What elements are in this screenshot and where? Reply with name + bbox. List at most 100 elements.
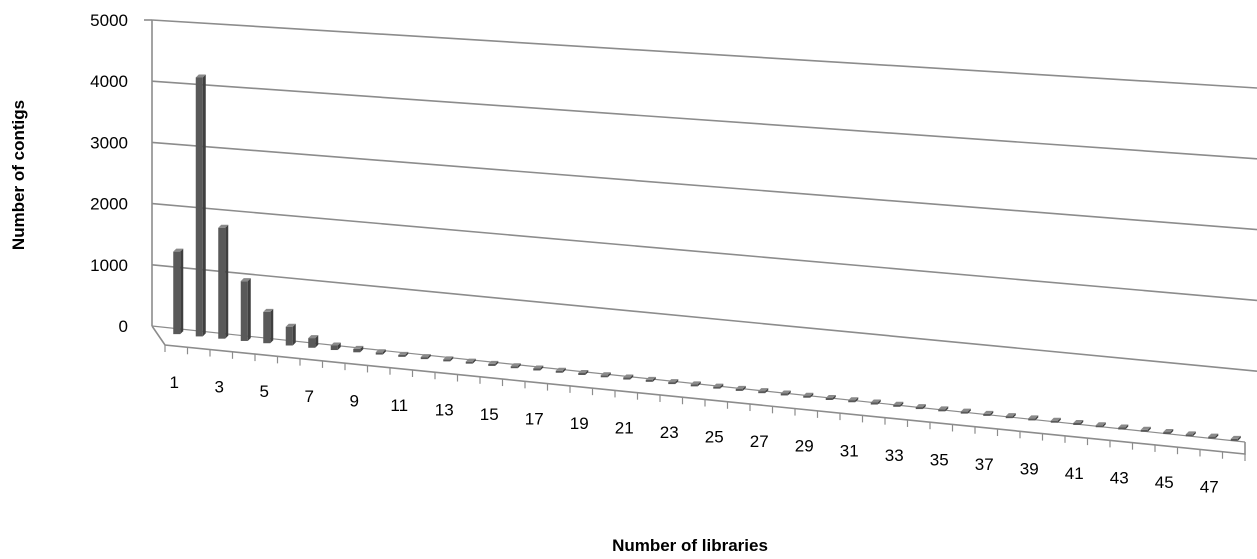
bar-side xyxy=(337,342,341,351)
bar-top xyxy=(240,278,251,282)
bar xyxy=(713,383,724,389)
x-tick-label: 7 xyxy=(305,387,314,406)
bar-top xyxy=(735,385,746,389)
bar-front xyxy=(600,375,608,378)
bar-top xyxy=(1028,415,1039,419)
bar-side xyxy=(945,406,949,412)
bar-top xyxy=(668,379,679,383)
y-axis-title: Number of contigs xyxy=(9,100,28,250)
x-tick-label: 13 xyxy=(435,400,454,419)
bar xyxy=(1185,431,1196,437)
bar-front xyxy=(218,227,226,339)
bar-front xyxy=(870,402,878,405)
bar-front xyxy=(1095,425,1103,428)
bar-side xyxy=(517,363,521,369)
bar xyxy=(308,335,319,348)
bar-top xyxy=(803,392,814,396)
gridline xyxy=(151,141,1257,231)
y-tick-label: 0 xyxy=(119,317,128,336)
bar-side xyxy=(450,356,454,362)
gridline xyxy=(151,202,1257,302)
x-tick-label: 17 xyxy=(525,409,544,428)
x-tick-label: 27 xyxy=(750,432,769,451)
bar-top xyxy=(713,383,724,387)
bar-front xyxy=(1118,427,1126,430)
bar xyxy=(803,392,814,398)
bar xyxy=(195,74,206,337)
bar-top xyxy=(1005,413,1016,417)
bar-front xyxy=(1163,432,1171,435)
bar-side xyxy=(742,385,746,391)
bar-side xyxy=(270,308,274,344)
bar xyxy=(218,224,229,339)
bar-top xyxy=(848,397,859,401)
bar-front xyxy=(353,348,361,353)
x-tick-label: 47 xyxy=(1200,478,1219,497)
bar-front xyxy=(1208,436,1216,439)
bar-top xyxy=(600,372,611,376)
x-tick-label: 25 xyxy=(705,428,724,447)
bar-front xyxy=(1140,429,1148,432)
bar xyxy=(578,370,589,376)
bar-side xyxy=(585,370,589,376)
bar-top xyxy=(1095,422,1106,426)
bar-front xyxy=(308,338,316,348)
bar-side xyxy=(247,278,251,341)
bar xyxy=(240,278,251,341)
bar-side xyxy=(832,394,836,400)
bar-top xyxy=(1163,429,1174,433)
bar-side xyxy=(1080,419,1084,425)
bar xyxy=(555,367,566,373)
bar xyxy=(623,374,634,380)
bar-top xyxy=(285,323,296,327)
bar-front xyxy=(263,311,271,344)
bar-front xyxy=(623,377,631,380)
bar-front xyxy=(960,411,968,414)
bar xyxy=(600,372,611,378)
bar xyxy=(465,358,476,364)
bar-top xyxy=(758,388,769,392)
x-tick-label: 29 xyxy=(795,437,814,456)
bar xyxy=(330,342,341,351)
bar xyxy=(173,248,184,335)
gridline xyxy=(151,264,1257,372)
bar-front xyxy=(1028,418,1036,421)
bar-front xyxy=(555,370,563,373)
bar-side xyxy=(990,410,994,416)
bar-side xyxy=(1215,433,1219,439)
bar-front xyxy=(803,395,811,398)
bar xyxy=(533,365,544,371)
bar-side xyxy=(855,397,859,403)
bar-top xyxy=(173,248,184,252)
bar-side xyxy=(1057,417,1061,423)
bar xyxy=(645,376,656,382)
bar-side xyxy=(495,360,499,366)
bar-top xyxy=(938,406,949,410)
bar-top xyxy=(420,354,431,358)
bar-top xyxy=(218,224,229,228)
bar-side xyxy=(225,224,229,339)
y-tick-label: 3000 xyxy=(90,133,128,152)
bar-side xyxy=(1012,413,1016,419)
bar-top xyxy=(533,365,544,369)
bar-front xyxy=(690,384,698,387)
bar-front xyxy=(668,382,676,385)
bar xyxy=(780,390,791,396)
x-tick-label: 15 xyxy=(480,405,499,424)
bar xyxy=(353,345,364,353)
bar-top xyxy=(443,356,454,360)
bar xyxy=(1050,417,1061,423)
x-tick-label: 21 xyxy=(615,419,634,438)
y-tick-labels: 0 1000 2000 3000 4000 5000 xyxy=(90,11,128,336)
bar-side xyxy=(1170,429,1174,435)
bar xyxy=(915,404,926,410)
bar-side xyxy=(180,248,184,335)
x-tick-label: 41 xyxy=(1065,464,1084,483)
bar-top xyxy=(983,410,994,414)
bar-side xyxy=(562,367,566,373)
bar-side xyxy=(877,399,881,405)
bar-front xyxy=(938,409,946,412)
bar-front xyxy=(780,393,788,396)
bar-side xyxy=(697,381,701,387)
bars xyxy=(173,74,1241,441)
